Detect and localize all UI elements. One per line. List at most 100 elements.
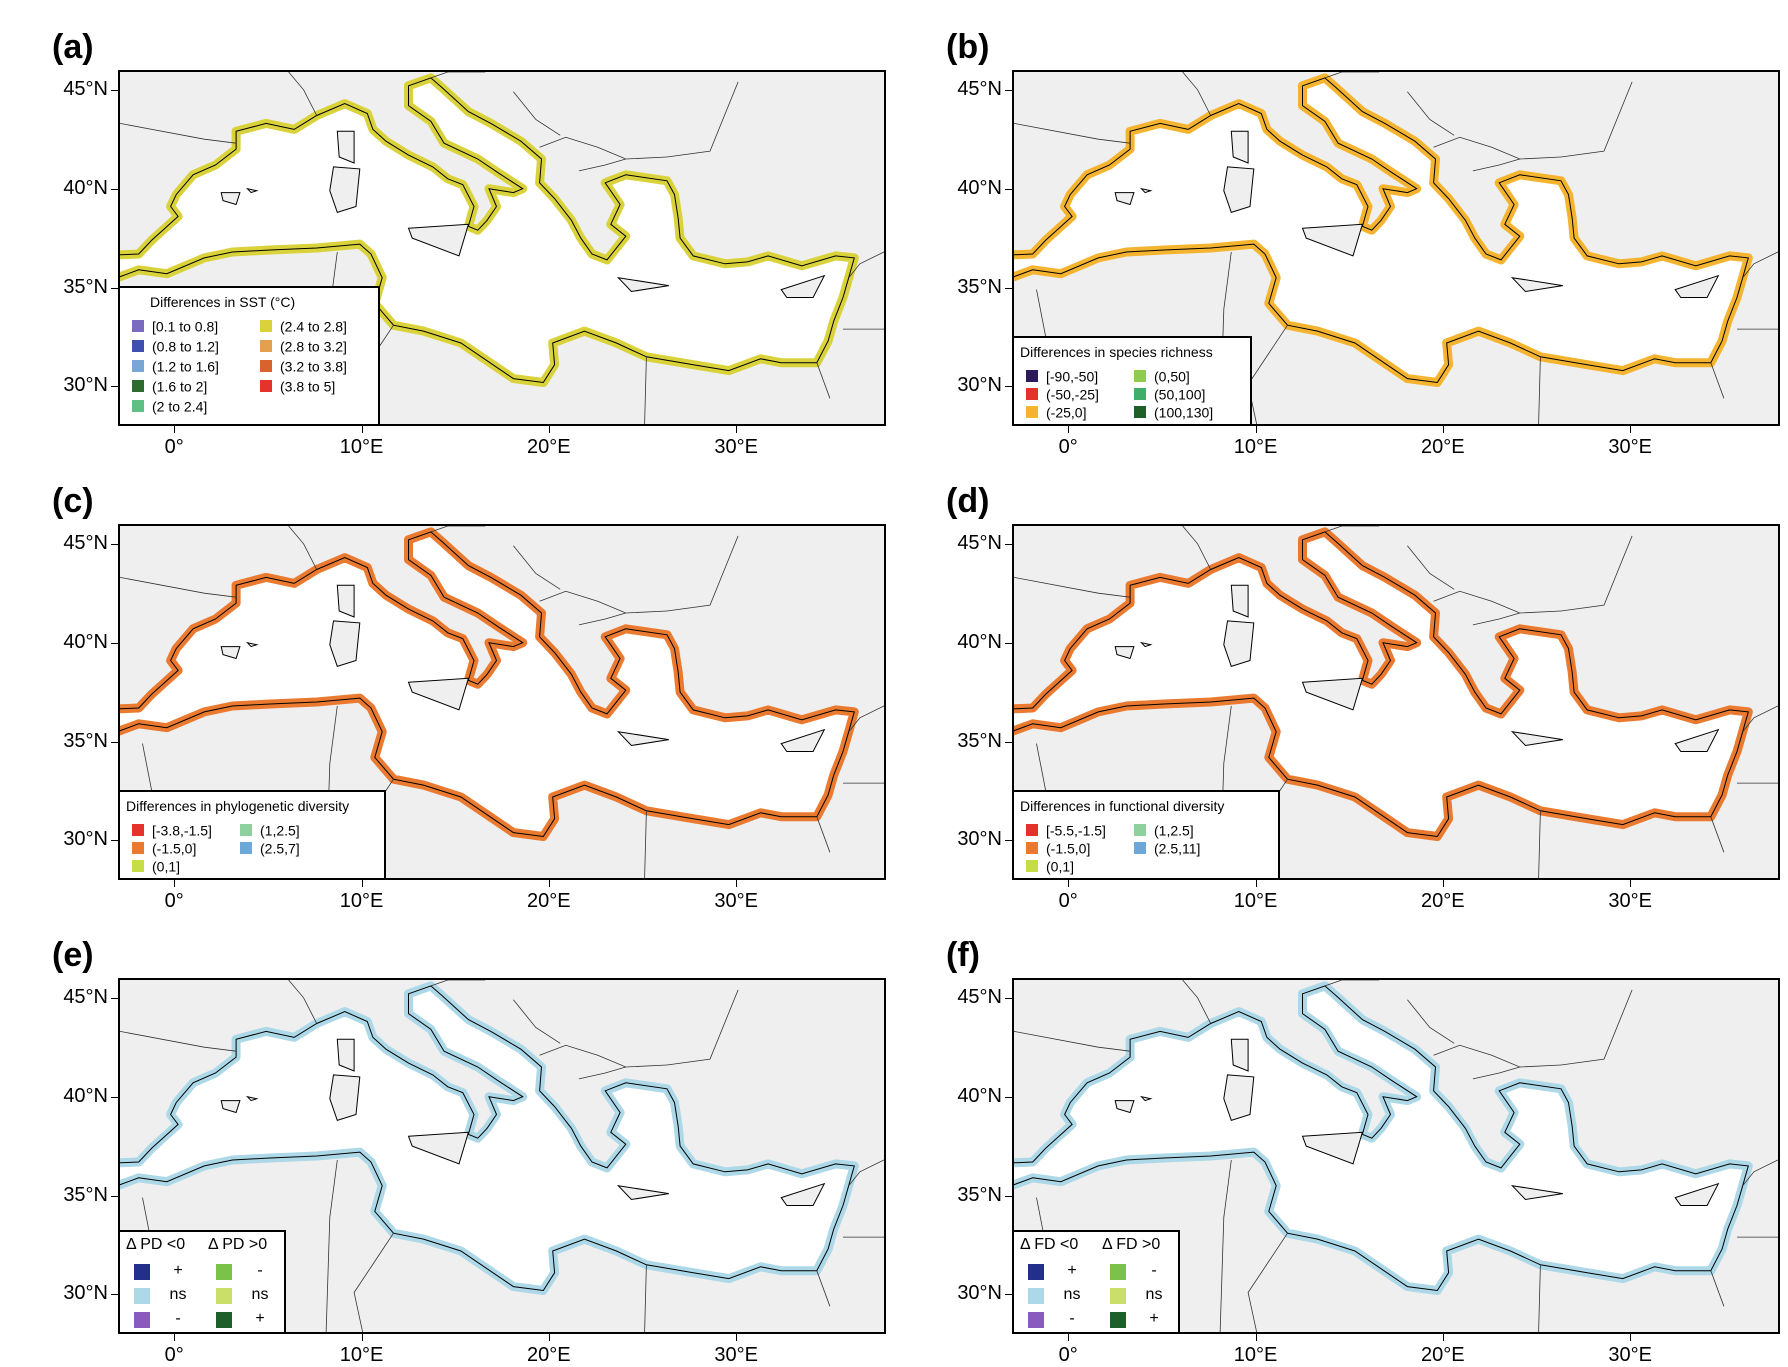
legend-item: (-1.5,0] [1026,838,1090,856]
lat-tick-label: 30°N [957,1282,1002,1305]
legend-swatch [134,1312,150,1328]
country-border [1014,123,1131,144]
legend-item: (0,1] [1026,856,1074,874]
map-svg [120,72,884,424]
map-svg [120,980,884,1332]
island [1223,620,1255,668]
lon-tick-label: 20°E [1421,890,1465,912]
legend-swatch [1110,1288,1126,1304]
panel-letter: (c) [52,482,94,520]
legend-swatch [1134,388,1146,401]
lat-tick [111,1096,118,1098]
island [220,646,241,660]
legend-swatch [1110,1312,1126,1328]
legend-swatch [216,1288,232,1304]
island [407,677,470,711]
lon-tick [174,426,176,433]
legend-label: (2.5,11] [1154,840,1201,857]
legend-label: ns [251,1286,269,1303]
legend: Differences in SST (°C) [0.1 to 0.8] (0.8 … [118,286,380,426]
legend-swatch [1134,824,1146,837]
legend-item: (2.5,11] [1134,838,1200,856]
coastline [120,531,855,838]
lat-tick-label: 40°N [957,1084,1002,1107]
legend-swatch [1026,860,1038,873]
country-border [120,123,237,144]
legend-item: [-3.8,-1.5] [132,820,212,838]
panel-letter: (d) [946,482,990,520]
legend-swatch [1134,370,1146,383]
lat-tick [1005,543,1012,545]
island [616,730,669,747]
legend-swatch [1028,1264,1044,1280]
country-border [353,1232,394,1332]
lon-tick-label: 10°E [1233,890,1278,912]
lon-tick-label: 10°E [339,1344,384,1366]
lon-tick-label: 30°E [714,1344,758,1366]
lat-tick [111,89,118,91]
legend-label: ns [169,1286,187,1303]
country-border [1472,612,1520,626]
lon-tick-label: 20°E [1421,436,1465,458]
lon-tick-label: 30°E [1608,436,1652,458]
country-border [1742,705,1778,732]
map-panel-c: (c) 45°N 40°N 35°N 30°N 0° 10°E 20°E 30°E Differe… [0,454,894,912]
lat-tick-label: 40°N [63,1084,108,1107]
lat-tick-label: 40°N [957,176,1002,199]
island [1114,192,1135,206]
island [1114,1100,1135,1114]
island [336,1038,355,1072]
legend-label: (2 to 2.4] [152,398,208,415]
legend-head-negative: Δ FD <0 [1020,1236,1079,1253]
map-panel-f: (f) 45°N 40°N 35°N 30°N 0° 10°E 20°E 30°E Δ FD <0… [894,908,1788,1366]
island [1510,276,1563,293]
lat-tick-label: 45°N [63,531,108,554]
legend-title: Differences in SST (°C) [150,294,296,310]
lat-tick-label: 35°N [957,729,1002,752]
lon-tick [548,1334,550,1341]
country-border [288,72,318,116]
country-border [1433,136,1562,160]
country-border [644,356,647,424]
country-border [288,980,318,1024]
island [1230,584,1249,618]
lat-tick-label: 45°N [63,77,108,100]
island [1674,728,1720,752]
legend-title: Differences in functional diversity [1020,798,1225,814]
island [220,192,241,206]
lon-tick [361,880,363,887]
legend-item: (1.6 to 2] [132,376,207,394]
lon-tick-label: 10°E [1233,1344,1278,1366]
significance-legend: Δ FD <0 Δ FD >0 + - ns ns - + [1012,1230,1180,1334]
legend-label: + [255,1310,265,1327]
lon-tick [736,880,738,887]
legend-swatch [1028,1288,1044,1304]
country-border [816,362,831,399]
lon-tick-label: 0° [1058,890,1078,912]
legend-swatch [134,1264,150,1280]
lon-tick [361,1334,363,1341]
country-border [513,91,561,136]
map-panel-d: (d) 45°N 40°N 35°N 30°N 0° 10°E 20°E 30°E Differe… [894,454,1788,912]
legend-label: (0,50] [1154,368,1190,385]
lon-tick [1255,426,1257,433]
legend-label: - [257,1262,263,1279]
country-border [1247,324,1288,424]
legend-item: [0.1 to 0.8] [132,316,218,334]
country-border [666,989,739,1066]
lat-tick-label: 45°N [957,985,1002,1008]
legend-item: [-90,-50] [1026,366,1098,384]
lon-tick [1068,426,1070,433]
country-border [1219,1159,1232,1332]
legend-label: (0.8 to 1.2] [152,338,219,355]
legend-swatch [1026,406,1038,419]
country-border [1710,362,1725,399]
lat-tick-label: 35°N [63,1183,108,1206]
legend-title: Differences in phylogenetic diversity [126,798,350,814]
lon-tick [1630,426,1632,433]
lon-tick [1630,880,1632,887]
lat-tick-label: 45°N [957,77,1002,100]
lat-tick [1005,1096,1012,1098]
lat-tick [111,287,118,289]
legend-item: (1,2.5] [1134,820,1194,838]
